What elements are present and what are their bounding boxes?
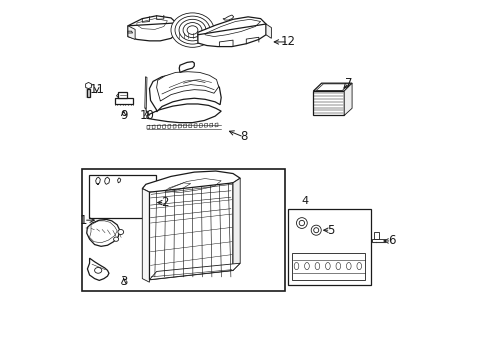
Polygon shape [85,82,91,89]
Text: 1: 1 [80,214,87,227]
Ellipse shape [304,262,308,270]
Ellipse shape [94,267,102,273]
Polygon shape [128,26,135,40]
Ellipse shape [299,220,304,226]
Polygon shape [198,24,265,46]
Polygon shape [183,124,186,128]
Polygon shape [128,23,176,41]
Ellipse shape [356,262,361,270]
Polygon shape [371,239,384,242]
Ellipse shape [314,262,319,270]
Bar [115,98,133,104]
Polygon shape [344,83,351,116]
Ellipse shape [325,262,329,270]
Ellipse shape [171,13,214,47]
Polygon shape [86,220,120,246]
Polygon shape [152,125,155,129]
Polygon shape [142,171,240,194]
Polygon shape [179,62,194,72]
Polygon shape [147,125,149,129]
Text: 11: 11 [89,83,104,96]
Bar [118,93,127,98]
Text: 4: 4 [301,196,307,206]
Polygon shape [163,125,165,129]
Ellipse shape [346,262,350,270]
Ellipse shape [118,229,123,234]
Polygon shape [194,123,197,127]
Polygon shape [223,15,233,20]
Polygon shape [204,123,207,127]
Text: 7: 7 [344,77,351,90]
Polygon shape [116,94,123,98]
Ellipse shape [113,237,119,241]
Polygon shape [147,104,221,123]
Polygon shape [142,189,149,282]
Ellipse shape [296,218,306,228]
Bar [373,232,378,239]
Text: 10: 10 [139,109,154,122]
Ellipse shape [294,262,298,270]
Polygon shape [313,91,344,116]
Polygon shape [87,258,109,280]
Polygon shape [144,77,147,108]
Bar [88,175,156,218]
Polygon shape [128,16,176,33]
Polygon shape [313,83,351,91]
Text: 8: 8 [240,130,247,144]
Polygon shape [149,73,221,112]
Polygon shape [167,125,170,129]
Polygon shape [215,123,218,127]
Bar [82,169,285,291]
Ellipse shape [335,262,340,270]
Bar [86,89,90,97]
Text: 9: 9 [120,109,127,122]
Polygon shape [173,124,176,128]
Polygon shape [209,123,212,127]
Bar [291,253,365,280]
Polygon shape [188,124,191,128]
Text: 12: 12 [280,35,295,49]
Polygon shape [265,24,271,39]
Polygon shape [149,183,233,280]
Polygon shape [157,125,160,129]
Text: 6: 6 [387,234,394,247]
Bar [287,210,370,285]
Polygon shape [156,72,218,101]
Polygon shape [149,263,240,280]
Ellipse shape [313,228,318,233]
Polygon shape [199,123,202,127]
Polygon shape [177,33,207,38]
Ellipse shape [310,225,321,235]
Polygon shape [178,124,181,128]
Text: 2: 2 [161,196,168,209]
Polygon shape [233,178,240,270]
Text: 5: 5 [326,224,334,237]
Polygon shape [198,17,265,39]
Text: 3: 3 [120,275,127,288]
Polygon shape [128,31,132,33]
